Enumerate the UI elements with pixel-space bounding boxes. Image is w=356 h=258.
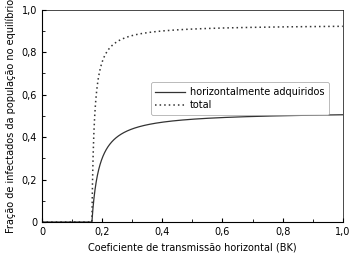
total bbox=[341, 25, 345, 28]
X-axis label: Coeficiente de transmissão horizontal (BK): Coeficiente de transmissão horizontal (B… bbox=[88, 243, 297, 252]
total bbox=[92, 126, 96, 129]
horizontalmente adquiridos bbox=[335, 113, 339, 116]
total bbox=[302, 25, 307, 28]
total bbox=[74, 221, 78, 224]
horizontalmente adquiridos bbox=[155, 121, 159, 124]
horizontalmente adquiridos bbox=[40, 221, 44, 224]
horizontalmente adquiridos bbox=[92, 195, 96, 198]
total bbox=[40, 221, 44, 224]
horizontalmente adquiridos bbox=[341, 113, 345, 116]
Y-axis label: Fração de infectados da população no equilíbrio: Fração de infectados da população no equ… bbox=[6, 0, 16, 233]
total bbox=[335, 25, 339, 28]
Line: horizontalmente adquiridos: horizontalmente adquiridos bbox=[42, 115, 343, 222]
horizontalmente adquiridos bbox=[74, 221, 78, 224]
horizontalmente adquiridos bbox=[168, 120, 173, 123]
total bbox=[155, 30, 159, 33]
Line: total: total bbox=[42, 26, 343, 222]
horizontalmente adquiridos bbox=[302, 114, 307, 117]
Legend: horizontalmente adquiridos, total: horizontalmente adquiridos, total bbox=[151, 82, 329, 115]
total bbox=[168, 29, 173, 32]
